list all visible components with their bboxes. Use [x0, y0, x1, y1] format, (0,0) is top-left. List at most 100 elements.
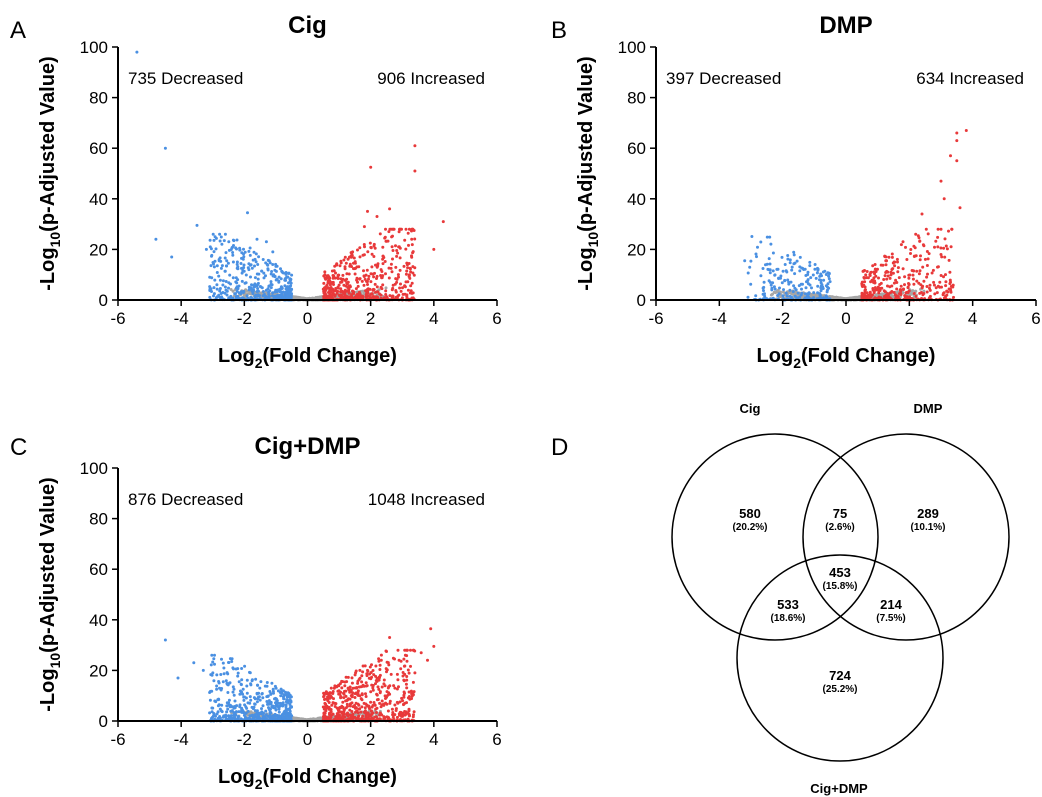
point-decreased [235, 238, 239, 242]
point-increased [366, 704, 370, 708]
point-increased [340, 679, 344, 683]
point-increased [944, 244, 948, 248]
point-decreased [218, 287, 222, 290]
point-increased [892, 260, 896, 264]
point-increased [935, 291, 939, 295]
point-increased [397, 658, 401, 662]
plot-title: Cig [288, 12, 327, 39]
point-decreased [280, 270, 284, 274]
point-increased [410, 254, 413, 258]
point-increased [926, 232, 930, 236]
point-decreased [170, 255, 174, 259]
point-increased [936, 235, 940, 239]
point-increased [378, 711, 382, 715]
point-not-significant [779, 295, 783, 298]
point-decreased [220, 710, 224, 714]
point-increased [896, 266, 900, 270]
point-increased [384, 289, 388, 293]
point-increased [403, 284, 407, 288]
point-decreased [762, 280, 766, 284]
point-decreased [212, 262, 215, 266]
point-decreased [245, 294, 249, 298]
point-increased [341, 714, 345, 718]
point-increased [323, 711, 327, 715]
point-increased [387, 276, 391, 280]
point-increased [922, 279, 926, 283]
point-decreased [777, 276, 781, 280]
point-increased [346, 711, 350, 715]
point-increased [407, 714, 411, 718]
x-tick-label: -6 [110, 309, 125, 328]
point-decreased [220, 242, 224, 246]
point-increased [369, 677, 373, 681]
point-increased [918, 269, 922, 273]
point-increased [358, 292, 362, 296]
point-decreased [236, 265, 240, 269]
point-decreased [246, 211, 249, 215]
point-decreased [212, 286, 216, 290]
point-increased [903, 283, 906, 287]
point-decreased [220, 264, 224, 268]
point-increased [334, 271, 337, 275]
point-increased [353, 267, 357, 271]
point-decreased [227, 286, 230, 290]
point-increased [367, 274, 371, 278]
point-increased [931, 268, 935, 272]
point-increased [899, 293, 903, 297]
point-decreased [217, 258, 221, 261]
point-increased [864, 273, 868, 277]
point-decreased [780, 281, 784, 285]
point-increased [936, 245, 940, 249]
point-increased [364, 292, 368, 296]
point-decreased [279, 694, 283, 698]
point-increased [396, 273, 400, 277]
point-increased [407, 709, 411, 713]
point-decreased [230, 705, 234, 709]
point-decreased [237, 680, 241, 684]
point-increased [876, 288, 880, 292]
point-decreased [242, 255, 246, 259]
point-increased [370, 265, 374, 269]
point-decreased [765, 235, 769, 239]
point-increased [401, 286, 404, 290]
point-increased [355, 265, 359, 269]
point-increased [944, 280, 948, 284]
point-increased [919, 254, 922, 258]
point-increased [399, 667, 403, 671]
point-decreased [248, 695, 252, 699]
point-decreased [218, 278, 222, 282]
point-increased [885, 277, 889, 281]
point-increased [388, 294, 392, 298]
point-increased [387, 230, 391, 234]
point-decreased [746, 271, 750, 275]
point-decreased [799, 282, 803, 286]
point-decreased [215, 271, 219, 274]
point-decreased [254, 677, 258, 681]
point-increased [350, 681, 354, 685]
point-increased [331, 293, 335, 297]
point-increased [409, 284, 413, 288]
point-increased [384, 293, 388, 296]
decreased-count-label: 735 Decreased [128, 69, 243, 88]
point-increased [381, 283, 385, 287]
point-decreased [266, 268, 270, 272]
point-increased [331, 276, 335, 280]
point-increased [352, 256, 356, 260]
point-increased [383, 296, 386, 300]
point-increased [370, 252, 374, 256]
point-increased [344, 289, 348, 293]
point-increased [402, 657, 406, 661]
point-increased [375, 215, 379, 218]
x-tick-label: -4 [174, 730, 189, 749]
point-increased [350, 253, 354, 257]
point-increased [403, 691, 406, 695]
point-decreased [163, 638, 167, 642]
point-increased [332, 697, 335, 701]
point-decreased [224, 679, 228, 683]
point-increased [335, 712, 339, 716]
point-increased [914, 232, 918, 236]
point-increased [407, 690, 411, 694]
point-increased [388, 699, 392, 703]
point-decreased [813, 263, 817, 266]
